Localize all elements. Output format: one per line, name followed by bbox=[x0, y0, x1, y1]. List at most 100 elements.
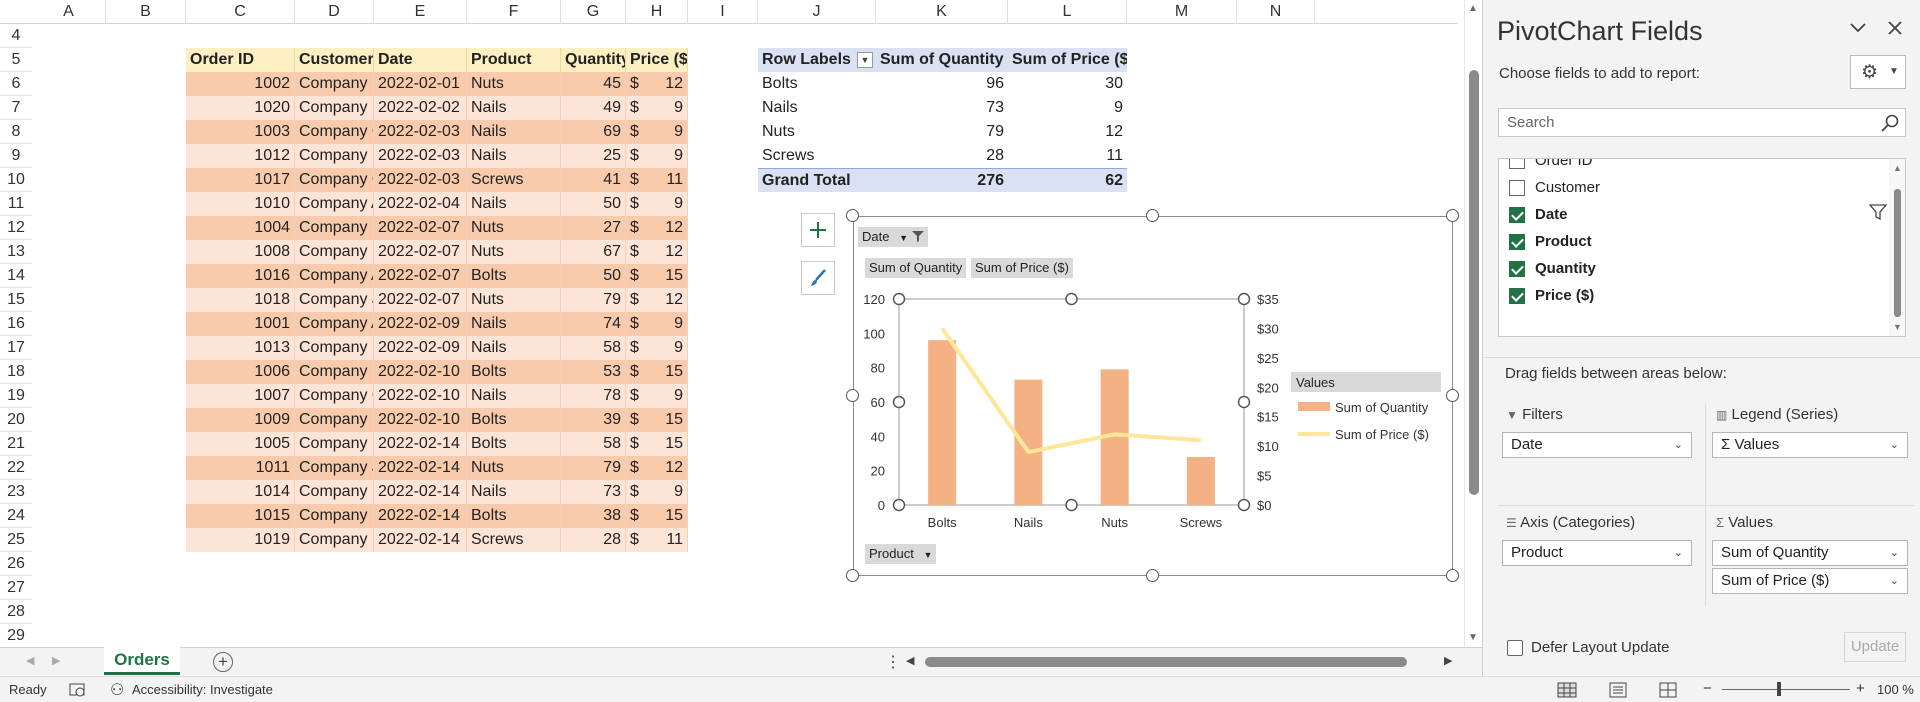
table-cell[interactable]: Nuts bbox=[467, 456, 561, 480]
table-cell[interactable]: Nails bbox=[467, 480, 561, 504]
table-cell[interactable]: 2022-02-07 bbox=[374, 288, 467, 312]
table-cell[interactable]: Screws bbox=[467, 528, 561, 552]
table-cell[interactable]: $11 bbox=[626, 528, 688, 552]
table-cell[interactable]: 1014 bbox=[186, 480, 295, 504]
chart-resize-handle[interactable] bbox=[846, 209, 859, 222]
accessibility-status[interactable]: Accessibility: Investigate bbox=[132, 682, 273, 697]
row-header[interactable]: 23 bbox=[0, 480, 32, 504]
table-cell[interactable]: 2022-02-03 bbox=[374, 120, 467, 144]
pivot-cell[interactable]: 11 bbox=[1106, 147, 1123, 164]
table-cell[interactable]: 2022-02-04 bbox=[374, 192, 467, 216]
row-header[interactable]: 28 bbox=[0, 600, 32, 624]
field-item[interactable]: Product bbox=[1509, 228, 1869, 255]
horizontal-scroll-thumb[interactable] bbox=[925, 657, 1407, 667]
row-header[interactable]: 9 bbox=[0, 144, 32, 168]
pivot-cell[interactable]: 9 bbox=[1114, 99, 1123, 116]
row-header[interactable]: 14 bbox=[0, 264, 32, 288]
table-cell[interactable]: 1001 bbox=[186, 312, 295, 336]
table-cell[interactable]: Company M bbox=[295, 480, 374, 504]
row-header[interactable]: 4 bbox=[0, 24, 32, 48]
table-cell[interactable]: 49 bbox=[561, 96, 626, 120]
table-cell[interactable]: Bolts bbox=[467, 360, 561, 384]
table-cell[interactable]: 2022-02-14 bbox=[374, 504, 467, 528]
column-header[interactable]: C bbox=[186, 0, 295, 24]
accessibility-icon[interactable]: ⚇ bbox=[110, 682, 125, 699]
field-checkbox[interactable] bbox=[1509, 288, 1525, 304]
table-cell[interactable]: 2022-02-07 bbox=[374, 264, 467, 288]
table-cell[interactable]: 67 bbox=[561, 240, 626, 264]
row-header[interactable]: 29 bbox=[0, 624, 32, 647]
pivot-chart[interactable]: Date ▼ Sum of Quantity Sum of Price ($) … bbox=[853, 216, 1453, 576]
table-cell[interactable]: 2022-02-03 bbox=[374, 168, 467, 192]
chevron-down-icon[interactable] bbox=[1850, 22, 1866, 34]
table-cell[interactable]: $9 bbox=[626, 120, 688, 144]
table-cell[interactable]: Company I bbox=[295, 408, 374, 432]
table-cell[interactable]: 1008 bbox=[186, 240, 295, 264]
row-header[interactable]: 19 bbox=[0, 384, 32, 408]
filters-item-date[interactable]: Date ⌄ bbox=[1502, 432, 1692, 458]
field-item[interactable]: Order ID bbox=[1509, 159, 1869, 174]
source-header-cell[interactable]: Date bbox=[374, 48, 467, 72]
source-header-cell[interactable]: Order ID bbox=[186, 48, 295, 72]
table-cell[interactable]: $15 bbox=[626, 504, 688, 528]
table-cell[interactable]: 2022-02-09 bbox=[374, 336, 467, 360]
pivot-grand-total-cell[interactable]: 62 bbox=[1008, 168, 1127, 192]
field-list-scroll-thumb[interactable] bbox=[1894, 189, 1901, 317]
table-cell[interactable]: 1004 bbox=[186, 216, 295, 240]
table-cell[interactable]: Nails bbox=[467, 96, 561, 120]
table-cell[interactable]: $9 bbox=[626, 384, 688, 408]
row-header[interactable]: 7 bbox=[0, 96, 32, 120]
scroll-up-icon[interactable]: ▲ bbox=[1468, 3, 1478, 14]
table-cell[interactable]: Bolts bbox=[467, 264, 561, 288]
field-item[interactable]: Price ($) bbox=[1509, 282, 1869, 309]
table-cell[interactable]: Company J bbox=[295, 456, 374, 480]
legend-area[interactable]: ▥ Legend (Series) Σ Values ⌄ bbox=[1708, 404, 1914, 504]
row-header[interactable]: 10 bbox=[0, 168, 32, 192]
row-header[interactable]: 24 bbox=[0, 504, 32, 528]
chart-resize-handle[interactable] bbox=[1146, 209, 1159, 222]
chart-elements-button[interactable] bbox=[801, 213, 835, 247]
row-header[interactable]: 12 bbox=[0, 216, 32, 240]
table-cell[interactable]: $15 bbox=[626, 264, 688, 288]
table-cell[interactable]: 1010 bbox=[186, 192, 295, 216]
table-cell[interactable]: Company C bbox=[295, 120, 374, 144]
pivot-cell[interactable]: Nails bbox=[762, 99, 798, 116]
pivot-cell[interactable]: Screws bbox=[762, 147, 815, 164]
table-cell[interactable]: 69 bbox=[561, 120, 626, 144]
scroll-down-icon[interactable]: ▼ bbox=[1893, 322, 1902, 332]
table-cell[interactable]: 53 bbox=[561, 360, 626, 384]
table-cell[interactable]: 73 bbox=[561, 480, 626, 504]
normal-view-icon[interactable] bbox=[1557, 682, 1577, 698]
table-cell[interactable]: $15 bbox=[626, 432, 688, 456]
page-layout-view-icon[interactable] bbox=[1608, 682, 1628, 698]
table-cell[interactable]: 2022-02-10 bbox=[374, 408, 467, 432]
table-cell[interactable]: $9 bbox=[626, 312, 688, 336]
table-cell[interactable]: 2022-02-07 bbox=[374, 240, 467, 264]
table-cell[interactable]: 1009 bbox=[186, 408, 295, 432]
table-cell[interactable]: Company L bbox=[295, 336, 374, 360]
table-cell[interactable]: 27 bbox=[561, 216, 626, 240]
table-cell[interactable]: $9 bbox=[626, 192, 688, 216]
pivot-cell[interactable]: 96 bbox=[986, 75, 1004, 92]
tools-button[interactable]: ⚙ ▼ bbox=[1850, 55, 1906, 89]
axis-item-product[interactable]: Product ⌄ bbox=[1502, 540, 1692, 566]
tab-scroll-right-icon[interactable]: ▶ bbox=[52, 655, 61, 667]
hscroll-left-icon[interactable]: ◀ bbox=[906, 655, 915, 667]
vertical-scroll-thumb[interactable] bbox=[1469, 70, 1479, 495]
field-checkbox[interactable] bbox=[1509, 234, 1525, 250]
field-search-box[interactable]: Search bbox=[1498, 108, 1906, 137]
row-header[interactable]: 17 bbox=[0, 336, 32, 360]
row-header[interactable]: 21 bbox=[0, 432, 32, 456]
table-cell[interactable]: $15 bbox=[626, 408, 688, 432]
table-cell[interactable]: Company E bbox=[295, 432, 374, 456]
pivot-header-cell[interactable]: Sum of Quantity bbox=[876, 48, 1008, 72]
field-checkbox[interactable] bbox=[1509, 207, 1525, 223]
column-header[interactable]: D bbox=[295, 0, 374, 24]
table-cell[interactable]: 41 bbox=[561, 168, 626, 192]
close-icon[interactable] bbox=[1887, 20, 1903, 36]
table-cell[interactable]: Nails bbox=[467, 192, 561, 216]
column-header[interactable]: A bbox=[32, 0, 106, 24]
table-cell[interactable]: Company F bbox=[295, 360, 374, 384]
table-cell[interactable]: $12 bbox=[626, 288, 688, 312]
zoom-slider-thumb[interactable] bbox=[1777, 682, 1781, 696]
